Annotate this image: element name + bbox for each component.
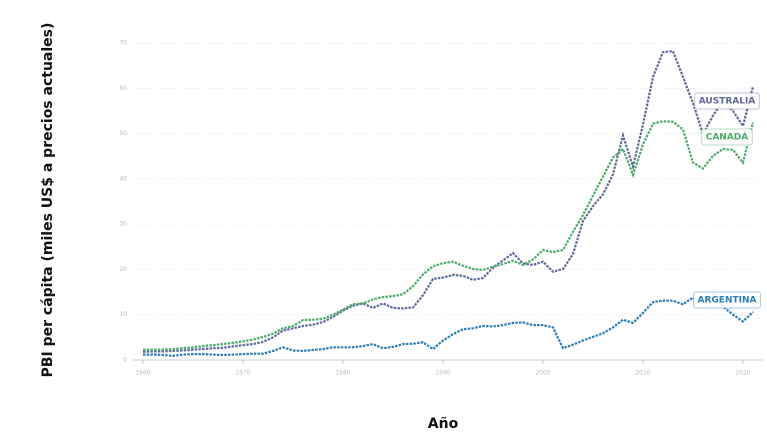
y-axis-label: PBI per cápita (miles US$ a precios actu… xyxy=(40,23,56,378)
x-tick-label: 2000 xyxy=(535,370,550,377)
label-box xyxy=(694,92,760,110)
x-axis-label: Año xyxy=(428,416,459,432)
series-line xyxy=(142,50,755,353)
y-tick-label: 70 xyxy=(119,40,127,47)
label-box xyxy=(693,291,761,309)
x-tick-label: 1980 xyxy=(335,370,350,377)
y-tick-label: 50 xyxy=(119,130,127,137)
series-name: CANADÁ xyxy=(706,131,749,143)
x-tick-label: 1990 xyxy=(435,370,450,377)
y-tick-label: 40 xyxy=(119,175,127,182)
y-tick-label: 60 xyxy=(119,85,127,92)
x-tick-label: 2010 xyxy=(635,370,650,377)
label-box xyxy=(701,128,753,146)
x-tick-label: 2020 xyxy=(735,370,750,377)
y-tick-label: 20 xyxy=(119,266,127,273)
series-name: ARGENTINA xyxy=(698,296,757,306)
series-label: ARGENTINA xyxy=(693,291,761,309)
x-tick-label: 1960 xyxy=(135,370,150,377)
series-line xyxy=(143,120,755,351)
x-tick-label: 1970 xyxy=(235,370,250,377)
y-tick-label: 0 xyxy=(123,357,127,364)
y-tick-label: 30 xyxy=(119,221,127,228)
series-label: AUSTRALIA xyxy=(694,92,760,110)
series-line xyxy=(143,292,754,358)
series-name: AUSTRALIA xyxy=(699,97,756,107)
series-label: CANADÁ xyxy=(701,128,753,146)
y-tick-label: 10 xyxy=(119,311,127,318)
